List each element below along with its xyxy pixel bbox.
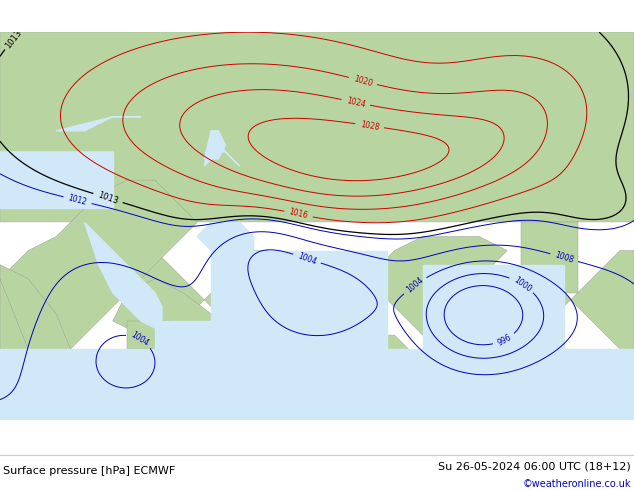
Text: 1028: 1028 — [359, 120, 380, 132]
Polygon shape — [56, 117, 141, 131]
Text: 996: 996 — [496, 332, 513, 347]
Text: 1020: 1020 — [353, 74, 373, 88]
Polygon shape — [0, 349, 634, 419]
Polygon shape — [113, 279, 211, 363]
Text: 1004: 1004 — [296, 251, 318, 266]
Text: 1012: 1012 — [67, 193, 88, 207]
Polygon shape — [521, 222, 578, 293]
Polygon shape — [0, 32, 634, 222]
Polygon shape — [211, 250, 387, 419]
Text: 1024: 1024 — [346, 96, 366, 109]
Polygon shape — [521, 250, 634, 363]
Text: 1004: 1004 — [129, 330, 150, 348]
Polygon shape — [0, 152, 113, 208]
Text: Surface pressure [hPa] ECMWF: Surface pressure [hPa] ECMWF — [3, 466, 176, 476]
Polygon shape — [204, 131, 240, 166]
Polygon shape — [296, 237, 507, 349]
Polygon shape — [380, 335, 423, 377]
Polygon shape — [204, 131, 226, 159]
Polygon shape — [84, 222, 162, 328]
Text: 1000: 1000 — [512, 275, 533, 294]
Polygon shape — [0, 152, 113, 208]
Polygon shape — [155, 321, 226, 349]
Text: Su 26-05-2024 06:00 UTC (18+12): Su 26-05-2024 06:00 UTC (18+12) — [438, 462, 631, 471]
Text: 1013: 1013 — [4, 27, 24, 50]
Polygon shape — [0, 279, 28, 419]
Text: 1013: 1013 — [96, 190, 119, 206]
Text: ©weatheronline.co.uk: ©weatheronline.co.uk — [522, 479, 631, 489]
Polygon shape — [120, 208, 281, 335]
Polygon shape — [0, 335, 211, 419]
Text: 1016: 1016 — [288, 207, 309, 220]
Polygon shape — [197, 222, 254, 265]
Polygon shape — [419, 353, 433, 377]
Polygon shape — [127, 321, 169, 349]
Polygon shape — [0, 265, 70, 419]
Text: 1004: 1004 — [404, 276, 425, 295]
Polygon shape — [0, 180, 197, 419]
Text: 1008: 1008 — [553, 250, 574, 265]
Polygon shape — [423, 265, 564, 419]
